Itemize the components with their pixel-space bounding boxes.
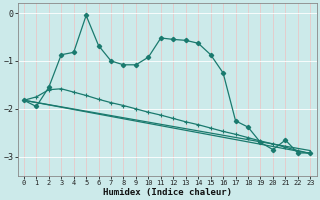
X-axis label: Humidex (Indice chaleur): Humidex (Indice chaleur) bbox=[103, 188, 232, 197]
